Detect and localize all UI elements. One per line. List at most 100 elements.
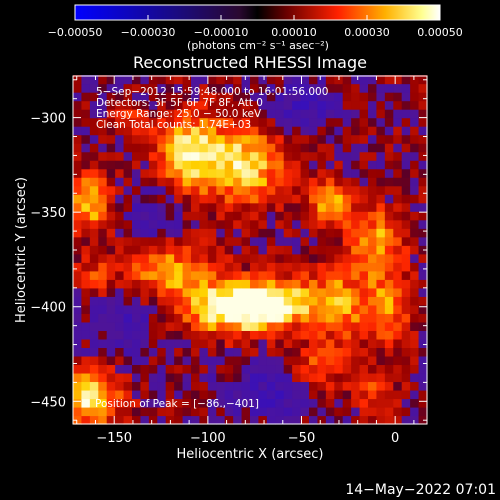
heatmap-cell <box>106 202 116 212</box>
heatmap-cell <box>410 253 420 263</box>
heatmap-cell <box>418 398 428 408</box>
heatmap-cell <box>250 143 260 153</box>
heatmap-cell <box>266 126 276 136</box>
heatmap-cell <box>123 228 133 238</box>
heatmap-cell <box>250 219 260 229</box>
heatmap-cell <box>266 347 276 357</box>
heatmap-cell <box>401 287 411 297</box>
heatmap-cell <box>317 236 327 246</box>
heatmap-cell <box>410 185 420 195</box>
heatmap-cell <box>283 389 293 400</box>
heatmap-cell <box>191 245 201 255</box>
heatmap-cell <box>309 126 319 136</box>
heatmap-cell <box>275 151 285 161</box>
heatmap-cell <box>233 202 243 212</box>
heatmap-cell <box>233 177 243 187</box>
heatmap-cell <box>182 185 192 195</box>
heatmap-cell <box>325 347 335 357</box>
heatmap-cell <box>157 338 167 348</box>
heatmap-cell <box>132 415 142 425</box>
heatmap-cell <box>207 270 217 280</box>
heatmap-cell <box>292 398 302 408</box>
heatmap-cell <box>81 321 91 331</box>
heatmap-cell <box>106 279 116 289</box>
heatmap-cell <box>351 245 361 255</box>
heatmap-cell <box>148 117 158 127</box>
heatmap-cell <box>89 398 99 408</box>
heatmap-cell <box>191 415 201 425</box>
heatmap-cell <box>115 381 125 391</box>
heatmap-cell <box>317 211 327 221</box>
heatmap-cell <box>224 245 234 255</box>
heatmap-cell <box>73 202 83 212</box>
heatmap-cell <box>401 236 411 246</box>
heatmap-cell <box>401 304 411 314</box>
heatmap-cell <box>283 338 293 348</box>
heatmap-cell <box>334 338 344 348</box>
heatmap-cell <box>300 228 310 238</box>
heatmap-cell <box>300 338 310 348</box>
heatmap-cell <box>174 83 184 93</box>
heatmap-cell <box>233 304 243 314</box>
heatmap-cell <box>157 304 167 314</box>
heatmap-cell <box>266 75 276 85</box>
heatmap-cell <box>115 117 125 127</box>
heatmap-cell <box>384 228 394 238</box>
heatmap-cell <box>199 253 209 263</box>
heatmap-cell <box>334 143 344 153</box>
heatmap-cell <box>216 126 226 136</box>
heatmap-cell <box>376 92 386 102</box>
heatmap-cell <box>81 355 91 366</box>
heatmap-cell <box>342 406 352 417</box>
heatmap-cell <box>368 168 378 178</box>
heatmap-cell <box>140 355 150 366</box>
heatmap-cell <box>300 168 310 178</box>
heatmap-cell <box>233 109 243 119</box>
heatmap-cell <box>342 202 352 212</box>
heatmap-cell <box>368 134 378 144</box>
heatmap-cell <box>292 126 302 136</box>
heatmap-cell <box>233 228 243 238</box>
heatmap-cell <box>216 364 226 374</box>
heatmap-cell <box>207 262 217 272</box>
heatmap-cell <box>325 75 335 85</box>
heatmap-cell <box>325 398 335 408</box>
heatmap-cell <box>98 236 108 246</box>
heatmap-cell <box>207 126 217 136</box>
heatmap-cell <box>309 143 319 153</box>
heatmap-cell <box>241 160 251 170</box>
heatmap-cell <box>376 211 386 221</box>
heatmap-cell <box>148 296 158 306</box>
heatmap-cell <box>216 117 226 127</box>
heatmap-cell <box>191 287 201 297</box>
heatmap-cell <box>241 219 251 229</box>
heatmap-cell <box>73 406 83 417</box>
heatmap-cell <box>148 253 158 263</box>
heatmap-cell <box>292 143 302 153</box>
colorbar <box>74 4 441 21</box>
heatmap-cell <box>148 126 158 136</box>
heatmap-cell <box>384 262 394 272</box>
heatmap-cell <box>393 160 403 170</box>
heatmap-cell <box>132 338 142 348</box>
heatmap-cell <box>191 236 201 246</box>
heatmap-cell <box>351 398 361 408</box>
heatmap-cell <box>191 126 201 136</box>
heatmap-cell <box>98 194 108 204</box>
heatmap-cell <box>182 117 192 127</box>
heatmap-cell <box>393 134 403 144</box>
info-line-energy: Energy Range: 25.0 − 50.0 keV <box>96 108 262 120</box>
heatmap-cell <box>241 381 251 391</box>
heatmap-cell <box>81 168 91 178</box>
heatmap-cell <box>368 160 378 170</box>
heatmap-cell <box>410 92 420 102</box>
heatmap-cell <box>292 304 302 314</box>
heatmap-cell <box>132 160 142 170</box>
heatmap-cell <box>148 398 158 408</box>
heatmap-cell <box>384 75 394 85</box>
heatmap-cell <box>123 415 133 425</box>
heatmap-cell <box>309 406 319 417</box>
heatmap-cell <box>384 270 394 280</box>
heatmap-cell <box>140 389 150 400</box>
heatmap-cell <box>199 75 209 85</box>
